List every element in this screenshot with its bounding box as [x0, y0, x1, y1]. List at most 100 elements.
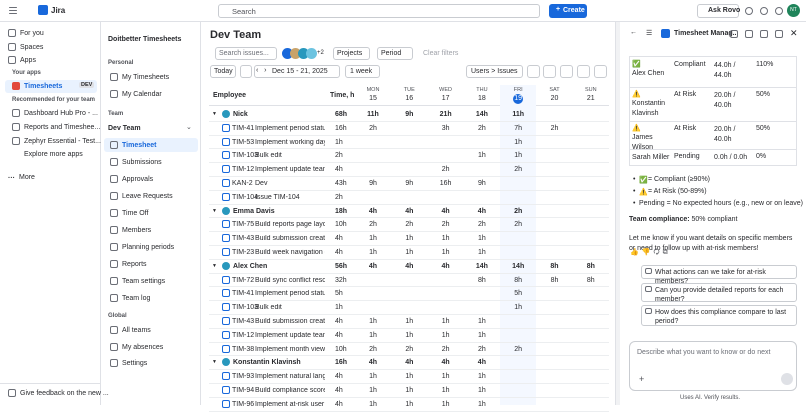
nav-item[interactable]: Settings — [122, 360, 148, 367]
day-hours[interactable]: 1h — [477, 318, 486, 325]
back-icon[interactable]: ← — [630, 29, 637, 36]
nav-item[interactable]: For you — [20, 30, 44, 37]
day-hours[interactable]: 2h — [514, 166, 523, 174]
selected-app[interactable] — [5, 80, 97, 93]
day-hours[interactable]: 8h — [550, 262, 559, 270]
product-name[interactable]: Jira — [51, 6, 66, 15]
issue-key[interactable]: TIM-93 — [232, 373, 255, 381]
avatar[interactable] — [290, 48, 301, 59]
day-hours[interactable]: 8h — [586, 262, 595, 270]
issue-summary[interactable]: Issue TIM-104 — [255, 193, 300, 201]
day-hours[interactable]: 1h — [477, 331, 486, 339]
clear-filters[interactable]: Clear filters — [423, 50, 459, 57]
nav-item[interactable]: My Timesheets — [122, 74, 170, 81]
day-hours[interactable]: 14h — [475, 111, 488, 118]
issue-summary[interactable]: Build submission creatio — [255, 318, 325, 325]
issue-key[interactable]: TIM-12 — [232, 331, 255, 339]
send-button[interactable] — [781, 373, 793, 385]
day-hours[interactable]: 2h — [441, 166, 450, 174]
menu-icon[interactable] — [9, 7, 17, 8]
issue-summary[interactable]: Dev — [255, 180, 268, 187]
day-hours[interactable]: 4h — [405, 359, 414, 367]
issue-summary[interactable]: Implement month view fo — [255, 345, 325, 353]
issue-summary[interactable]: Build week navigation cor — [255, 249, 325, 256]
day-hours[interactable]: 1h — [441, 373, 450, 381]
day-hours[interactable]: 1h — [369, 318, 377, 325]
day-hours[interactable]: 2h — [514, 345, 523, 353]
issue-summary[interactable]: Bulk edit — [255, 304, 282, 312]
issue-key[interactable]: TIM-38 — [232, 345, 255, 353]
panel-icon[interactable] — [775, 30, 783, 38]
issue-key[interactable]: TIM-72 — [232, 276, 255, 284]
day-hours[interactable]: 1h — [369, 373, 377, 381]
issue-summary[interactable]: Build compliance score c — [255, 387, 325, 394]
day-hours[interactable]: 14h — [512, 262, 525, 270]
day-hours[interactable]: 2h — [369, 124, 377, 132]
day-hours[interactable]: 3h — [441, 124, 450, 132]
day-hours[interactable]: 9h — [477, 180, 486, 187]
issue-summary[interactable]: Implement natural langua — [255, 373, 325, 381]
issue-summary[interactable]: Implement period status b — [255, 290, 325, 298]
jira-logo[interactable] — [38, 5, 48, 15]
ask-rovo-button[interactable] — [697, 4, 739, 18]
prev-button[interactable] — [240, 65, 252, 78]
close-icon[interactable]: ✕ — [790, 28, 798, 38]
nav-item[interactable]: Approvals — [122, 176, 154, 183]
app-name[interactable]: Timesheets — [24, 83, 63, 90]
add-icon[interactable]: + — [639, 374, 645, 384]
day-hours[interactable]: 1h — [405, 387, 414, 394]
day-hours[interactable]: 1h — [369, 235, 377, 243]
date-range[interactable] — [254, 65, 340, 78]
avatar-more[interactable]: +2 — [317, 50, 324, 56]
feedback-icons[interactable]: 👍👎🗘⧉ — [630, 249, 671, 256]
issue-key[interactable]: TIM-53 — [232, 138, 255, 146]
day-hours[interactable]: 2h — [369, 221, 377, 229]
day-hours[interactable]: 9h — [405, 180, 414, 187]
issue-summary[interactable]: Implement at-risk user de — [255, 400, 325, 408]
day-hours[interactable]: 4h — [441, 207, 450, 215]
issue-key[interactable]: TIM-104 — [232, 193, 259, 201]
day-hours[interactable]: 4h — [405, 207, 414, 215]
issue-key[interactable]: TIM-43 — [232, 318, 255, 325]
day-hours[interactable]: 1h — [441, 387, 450, 394]
issue-summary[interactable]: Build sync conflict resolut — [255, 276, 325, 284]
day-hours[interactable]: 4h — [405, 262, 414, 270]
day-hours[interactable]: 2h — [405, 221, 414, 229]
day-hours[interactable]: 2h — [550, 124, 559, 132]
day-hours[interactable]: 11h — [512, 111, 525, 118]
issue-summary[interactable]: Implement update team — [255, 331, 325, 339]
day-hours[interactable]: 1h — [405, 318, 414, 325]
nav-item[interactable]: All teams — [122, 327, 151, 334]
toolbar-icon[interactable] — [543, 65, 556, 78]
issue-summary[interactable]: Build reports page layout — [255, 221, 325, 229]
day-hours[interactable]: 8h — [586, 276, 595, 284]
day-hours[interactable]: 1h — [369, 387, 377, 394]
issue-key[interactable]: TIM-41 — [232, 124, 255, 132]
nav-item[interactable]: Spaces — [20, 43, 44, 51]
avatar[interactable] — [282, 48, 293, 59]
suggestion[interactable] — [641, 265, 797, 279]
nav-item[interactable]: Members — [122, 227, 152, 234]
issue-key[interactable]: TIM-94 — [232, 387, 255, 394]
day-hours[interactable]: 2h — [369, 345, 377, 353]
grouping-select[interactable] — [466, 65, 523, 78]
toolbar-icon[interactable] — [577, 65, 590, 78]
nav-item[interactable]: Reports — [122, 261, 147, 268]
day-hours[interactable]: 4h — [477, 207, 486, 215]
day-hours[interactable]: 1h — [441, 400, 450, 408]
day-hours[interactable]: 1h — [369, 249, 377, 256]
issue-key[interactable]: TIM-41 — [232, 290, 255, 298]
issue-key[interactable]: TIM-103 — [232, 152, 259, 160]
nav-item[interactable]: My Calendar — [122, 91, 162, 98]
team-selector[interactable]: Dev Team — [108, 125, 141, 132]
day-hours[interactable]: 1h — [441, 331, 450, 339]
suggestion[interactable] — [641, 283, 797, 302]
day-hours[interactable]: 4h — [477, 359, 486, 367]
feedback-link[interactable]: Give feedback on the new ... — [20, 390, 109, 397]
day-hours[interactable]: 2h — [477, 345, 486, 353]
nav-item[interactable]: Leave Requests — [122, 193, 173, 200]
day-hours[interactable]: 2h — [441, 221, 450, 229]
notifications-icon[interactable] — [745, 7, 753, 15]
day-hours[interactable]: 1h — [369, 331, 377, 339]
day-hours[interactable]: 4h — [368, 262, 378, 270]
